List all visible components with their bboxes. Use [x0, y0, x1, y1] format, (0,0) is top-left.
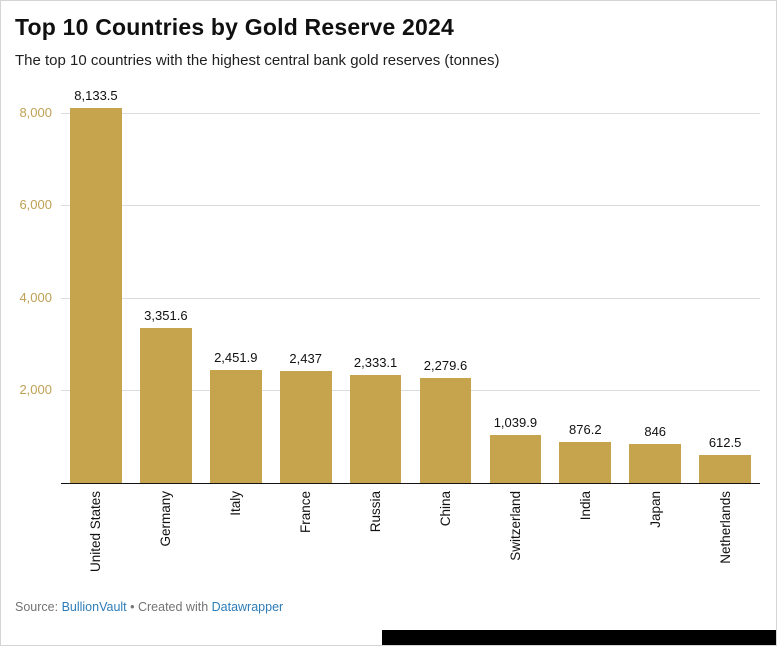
- bar[interactable]: [699, 454, 751, 483]
- bar-chart: 2,000 4,000 6,000 8,000 8,133.5 3,351.6 2,451…: [15, 88, 762, 587]
- bar-value-label: 2,451.9: [214, 349, 258, 365]
- gridline: 4,000: [19, 290, 760, 305]
- bar[interactable]: [209, 369, 262, 483]
- attribution-footer: Source: BullionVault • Created with Data…: [15, 600, 762, 614]
- bar-value-label: 846: [644, 423, 667, 439]
- bar-column: 612.5: [690, 103, 760, 483]
- bar-column: 2,451.9: [201, 103, 271, 483]
- category-label: India: [577, 490, 593, 521]
- bar[interactable]: [489, 434, 542, 483]
- bar-column: 2,437: [271, 103, 341, 483]
- category-label: China: [437, 490, 453, 527]
- chart-title: Top 10 Countries by Gold Reserve 2024: [15, 14, 455, 40]
- bar-column: 1,039.9: [480, 103, 550, 483]
- y-tick-label: 8,000: [19, 105, 52, 121]
- category-label: Germany: [158, 490, 174, 547]
- bar-value-label: 1,039.9: [493, 414, 538, 430]
- bar-column: 2,279.6: [411, 103, 481, 483]
- gridline: 6,000: [19, 197, 760, 212]
- bar[interactable]: [419, 377, 472, 483]
- bar[interactable]: [559, 442, 612, 483]
- bar-column: 8,133.5: [61, 88, 131, 483]
- source-label: Source:: [15, 599, 62, 614]
- category-label: Switzerland: [507, 490, 523, 561]
- bar-column: 3,351.6: [131, 103, 201, 483]
- plot-area: 2,000 4,000 6,000 8,000 8,133.5 3,351.6 2,451…: [19, 88, 760, 484]
- bar[interactable]: [139, 328, 192, 483]
- bar[interactable]: [70, 108, 122, 483]
- bars-layer: 8,133.5 3,351.6 2,451.9 2,437 2,333.1 2,279.6…: [61, 88, 760, 483]
- chart-header: Top 10 Countries by Gold Reserve 2024 Th…: [15, 1, 762, 69]
- category-label: Netherlands: [717, 490, 733, 564]
- bar[interactable]: [279, 370, 332, 483]
- category-axis: United States Germany Italy France Russia Chi…: [61, 483, 760, 587]
- category-label: United States: [88, 490, 104, 572]
- bar[interactable]: [349, 375, 402, 483]
- bar[interactable]: [629, 443, 682, 483]
- bar-column: 2,333.1: [341, 103, 411, 483]
- chart-subtitle: The top 10 countries with the highest ce…: [15, 51, 500, 69]
- bar-value-label: 2,279.6: [423, 357, 468, 373]
- credit-label: • Created with: [126, 599, 212, 614]
- bar-value-label: 876.2: [569, 422, 602, 438]
- bar-value-label: 8,133.5: [74, 88, 118, 104]
- gridline: 8,000: [19, 105, 760, 120]
- bar-value-label: 2,333.1: [353, 355, 398, 371]
- source-link[interactable]: BullionVault: [61, 599, 127, 614]
- datawrapper-link[interactable]: Datawrapper: [211, 599, 284, 614]
- bar-value-label: 3,351.6: [144, 308, 188, 324]
- category-label: Japan: [647, 490, 663, 528]
- y-tick-label: 6,000: [19, 197, 52, 213]
- bar-column: 876.2: [550, 103, 620, 483]
- bar-column: 846: [620, 103, 690, 483]
- gridline: 2,000: [19, 382, 760, 397]
- x-axis-baseline: [61, 482, 760, 484]
- y-tick-label: 4,000: [19, 289, 52, 305]
- y-tick-label: 2,000: [19, 381, 52, 397]
- bar-value-label: 612.5: [708, 434, 742, 450]
- bar-value-label: 2,437: [289, 350, 322, 366]
- category-label: Russia: [368, 490, 384, 533]
- category-label: Italy: [228, 490, 244, 516]
- embed-bottom-bar: [382, 630, 776, 645]
- category-label: France: [298, 490, 314, 533]
